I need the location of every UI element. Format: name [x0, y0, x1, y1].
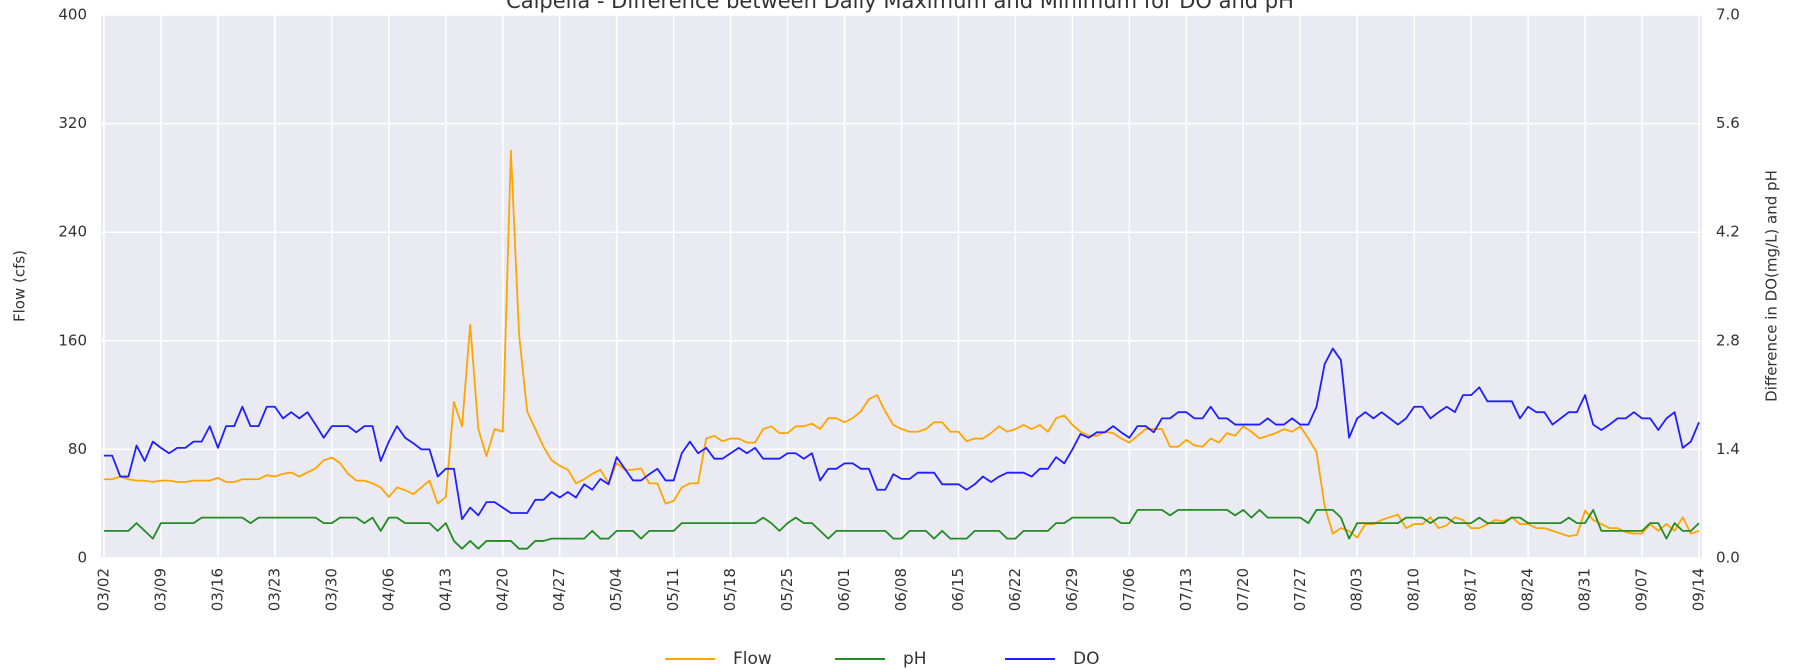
y-tick-label: 0 [77, 549, 87, 567]
x-tick-label: 03/02 [95, 568, 113, 611]
x-tick-label: 05/11 [664, 568, 682, 611]
x-tick-label: 07/13 [1177, 568, 1195, 611]
x-tick-label: 06/29 [1063, 568, 1081, 611]
x-tick-label: 08/31 [1576, 568, 1594, 611]
data-line [104, 347, 1700, 521]
x-tick-label: 05/04 [607, 568, 625, 611]
x-tick-label: 03/16 [208, 568, 226, 611]
x-tick-label: 04/06 [379, 568, 397, 611]
y2-tick-label: 2.8 [1716, 331, 1740, 349]
x-tick-label: 03/30 [322, 568, 340, 611]
x-tick-label: 09/07 [1633, 568, 1651, 611]
y2-tick-label: 1.4 [1716, 440, 1740, 458]
y-tick-label: 400 [58, 6, 87, 24]
x-tick-label: 06/08 [892, 568, 910, 611]
x-tick-label: 08/03 [1348, 568, 1366, 611]
x-tick-label: 03/23 [265, 568, 283, 611]
x-tick-label: 06/22 [1006, 568, 1024, 611]
y-axis-label: Flow (cfs) [11, 250, 29, 322]
y-tick-label: 240 [58, 223, 87, 241]
y2-tick-label: 4.2 [1716, 223, 1740, 241]
x-tick-label: 07/06 [1120, 568, 1138, 611]
x-tick-label: 04/13 [436, 568, 454, 611]
y2-tick-label: 0.0 [1716, 549, 1740, 567]
x-tick-label: 05/25 [778, 568, 796, 611]
data-line [104, 509, 1700, 550]
x-tick-label: 09/14 [1690, 568, 1708, 611]
y-tick-label: 320 [58, 114, 87, 132]
x-tick-label: 06/15 [949, 568, 967, 611]
x-tick-label: 06/01 [835, 568, 853, 611]
x-tick-label: 07/20 [1234, 568, 1252, 611]
y2-axis-label: Difference in DO(mg/L) and pH [1763, 170, 1781, 402]
x-tick-label: 04/20 [493, 568, 511, 611]
legend-label: DO [1073, 649, 1099, 669]
x-tick-label: 03/09 [151, 568, 169, 611]
x-tick-label: 08/24 [1519, 568, 1537, 611]
x-tick-label: 08/17 [1462, 568, 1480, 611]
y2-tick-label: 5.6 [1716, 114, 1740, 132]
x-tick-label: 07/27 [1291, 568, 1309, 611]
chart-title: Calpella - Difference between Daily Maxi… [506, 0, 1294, 13]
x-tick-label: 08/10 [1405, 568, 1423, 611]
y-tick-label: 80 [68, 440, 87, 458]
legend-label: Flow [733, 649, 772, 669]
legend-label: pH [903, 649, 927, 669]
x-tick-label: 05/18 [721, 568, 739, 611]
x-tick-label: 04/27 [550, 568, 568, 611]
y-tick-label: 160 [58, 331, 87, 349]
y2-tick-label: 7.0 [1716, 6, 1740, 24]
